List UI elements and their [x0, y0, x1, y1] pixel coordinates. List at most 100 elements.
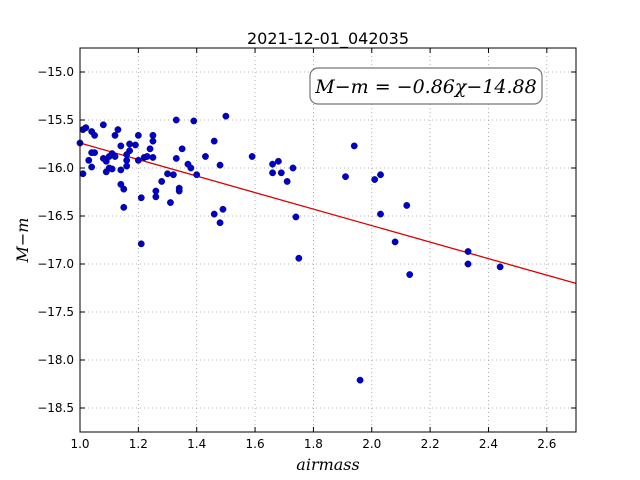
data-point	[342, 173, 349, 181]
data-point	[172, 116, 180, 124]
y-tick-label: −15.5	[37, 113, 74, 127]
data-point	[132, 141, 139, 149]
axis-ticks: 1.0 1.2 1.4 1.6 1.8 2.0 2.2 2.4 2.6 −15.0 −15.5 −16…	[37, 48, 576, 451]
data-point	[117, 166, 125, 174]
x-tick-label: 2.2	[421, 437, 440, 451]
x-tick-label: 1.0	[70, 437, 89, 451]
data-point	[88, 163, 96, 171]
data-point	[152, 187, 160, 195]
data-point	[134, 156, 142, 164]
y-tick-label: −15.0	[37, 65, 74, 79]
data-point	[137, 194, 145, 202]
x-tick-label: 2.0	[362, 437, 381, 451]
fit-equation: M−m = −0.86χ−14.88	[314, 76, 536, 98]
data-point	[193, 171, 201, 179]
plot-frame	[79, 47, 577, 433]
data-point	[99, 121, 107, 129]
data-point	[202, 153, 209, 160]
data-point	[269, 160, 276, 168]
data-point	[120, 185, 128, 193]
y-tick-label: −17.0	[37, 257, 74, 271]
x-tick-label: 1.8	[304, 437, 323, 451]
y-tick-label: −16.5	[37, 209, 74, 223]
y-tick-label: −18.0	[37, 353, 74, 367]
data-point	[377, 210, 384, 218]
data-point	[172, 154, 180, 162]
data-point	[391, 238, 399, 246]
data-point	[120, 203, 128, 211]
data-point	[175, 187, 183, 195]
data-point	[219, 205, 227, 213]
data-point	[356, 376, 364, 384]
data-point	[269, 169, 276, 177]
data-points	[76, 112, 504, 384]
data-point	[295, 254, 303, 262]
data-point	[167, 199, 174, 206]
data-point	[248, 153, 256, 160]
data-point	[111, 153, 119, 160]
data-point	[152, 193, 160, 201]
y-tick-label: −18.5	[37, 401, 74, 415]
data-point	[464, 260, 472, 268]
data-point	[274, 157, 282, 165]
data-point	[178, 145, 186, 153]
data-point	[149, 131, 157, 139]
data-point	[216, 219, 224, 227]
data-point	[108, 165, 116, 173]
data-point	[137, 240, 145, 248]
data-point	[350, 142, 358, 150]
data-point	[126, 140, 134, 148]
y-tick-label: −17.5	[37, 305, 74, 319]
data-point	[496, 263, 504, 271]
data-point	[403, 202, 411, 209]
data-point	[169, 171, 177, 179]
data-point	[117, 142, 125, 150]
data-point	[292, 213, 300, 221]
data-point	[149, 154, 157, 161]
data-point	[79, 170, 87, 178]
data-point	[464, 248, 472, 255]
data-point	[406, 271, 414, 278]
data-point	[143, 153, 151, 160]
x-tick-label: 1.2	[129, 437, 148, 451]
data-point	[146, 145, 154, 153]
data-point	[114, 126, 122, 134]
fit-annotation-box	[309, 67, 543, 105]
y-axis-label: M−m	[13, 218, 32, 264]
x-tick-label: 1.6	[246, 437, 265, 451]
data-point	[134, 131, 142, 139]
data-point	[210, 210, 218, 218]
data-point	[289, 164, 297, 172]
data-point	[371, 176, 379, 183]
data-point	[91, 149, 98, 157]
fit-line-layer	[79, 142, 577, 285]
x-tick-label: 1.4	[187, 437, 206, 451]
fit-line	[79, 142, 577, 285]
data-point	[283, 178, 291, 185]
data-point	[85, 156, 93, 164]
data-point	[82, 124, 90, 132]
data-point	[210, 137, 218, 145]
data-point	[158, 178, 166, 185]
data-point	[91, 131, 98, 139]
chart-title: 2021-12-01_042035	[247, 29, 409, 49]
y-tick-label: −16.0	[37, 161, 74, 175]
x-tick-label: 2.6	[537, 437, 556, 451]
data-point	[277, 169, 285, 177]
data-point	[216, 161, 224, 169]
grid	[79, 48, 576, 432]
data-point	[126, 147, 134, 155]
data-point	[123, 162, 131, 170]
fit-annotation: M−m = −0.86χ−14.88	[309, 67, 543, 105]
data-point	[187, 164, 195, 172]
data-point	[164, 170, 171, 178]
x-tick-label: 2.4	[479, 437, 498, 451]
data-point	[111, 131, 119, 139]
data-point	[222, 112, 230, 120]
x-axis-label: airmass	[296, 455, 359, 474]
data-point	[149, 137, 157, 145]
data-point	[190, 117, 198, 125]
data-point	[123, 156, 131, 164]
data-point	[377, 171, 384, 179]
